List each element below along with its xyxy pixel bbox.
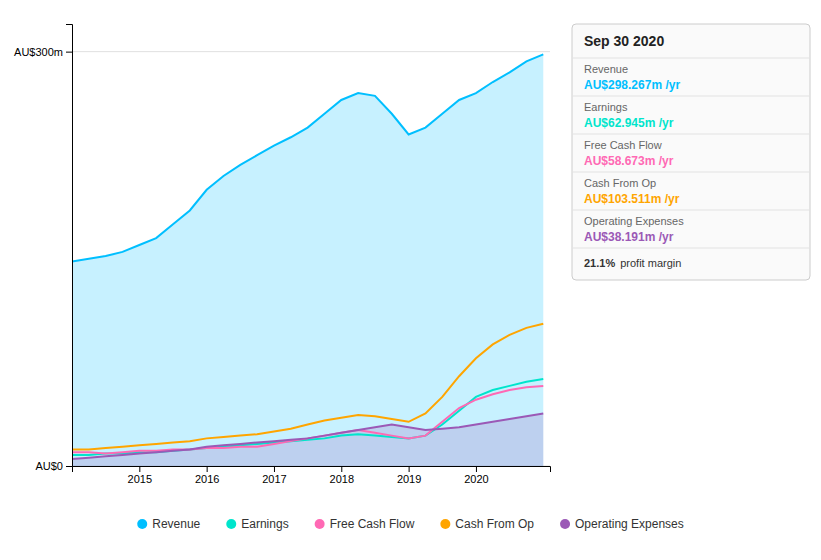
y-tick: AU$300m bbox=[14, 46, 72, 58]
legend-item: Cash From Op bbox=[440, 517, 534, 531]
legend-item: Free Cash Flow bbox=[315, 517, 415, 531]
title: Sep 30 2020 bbox=[584, 33, 664, 49]
x-tick-label: 2020 bbox=[464, 473, 488, 485]
y-axis: AU$0 AU$300m bbox=[14, 25, 72, 473]
line bbox=[72, 414, 543, 460]
info-separator bbox=[572, 210, 810, 211]
marks bbox=[72, 54, 543, 466]
info-label: Revenue bbox=[584, 63, 628, 75]
x-tick-label: 2018 bbox=[330, 473, 354, 485]
info-separator bbox=[572, 134, 810, 135]
legend-label: Revenue bbox=[152, 517, 200, 531]
x-tick-mark bbox=[207, 466, 208, 472]
info-value: AU$58.673m /yr bbox=[584, 154, 674, 168]
line bbox=[72, 54, 543, 261]
y-tick-label: AU$300m bbox=[14, 46, 63, 58]
legend-label: Cash From Op bbox=[455, 517, 534, 531]
x-tick-label: 2016 bbox=[195, 473, 219, 485]
info-separator bbox=[572, 96, 810, 97]
info-label: Earnings bbox=[584, 101, 628, 113]
x-tick: 2015 bbox=[128, 466, 152, 485]
chart-container: 2015 2016 2017 2018 2019 2020 AU$0 AU$300m Sep 3… bbox=[0, 0, 821, 560]
legend-label: Operating Expenses bbox=[575, 517, 684, 531]
info-value: AU$62.945m /yr bbox=[584, 116, 674, 130]
grid-line bbox=[72, 51, 550, 52]
grid bbox=[72, 52, 550, 466]
chart-svg: 2015 2016 2017 2018 2019 2020 AU$0 AU$300m Sep 3… bbox=[0, 0, 821, 560]
info-label: Free Cash Flow bbox=[584, 139, 662, 151]
info-value: AU$298.267m /yr bbox=[584, 78, 680, 92]
legend-swatch bbox=[226, 519, 236, 529]
info-note: 21.1% bbox=[584, 257, 615, 269]
x-tick-mark bbox=[139, 466, 140, 472]
y-tick-mark bbox=[66, 466, 72, 467]
legend-item: Revenue bbox=[137, 517, 200, 531]
info-box-frame bbox=[572, 24, 810, 280]
legend-swatch bbox=[560, 519, 570, 529]
info-separator bbox=[572, 58, 810, 59]
legend-swatch bbox=[315, 519, 325, 529]
info-note: profit margin bbox=[620, 257, 681, 269]
line bbox=[72, 386, 543, 454]
x-tick-mark bbox=[341, 466, 342, 472]
x-axis: 2015 2016 2017 2018 2019 2020 bbox=[73, 466, 551, 485]
x-tick: 2017 bbox=[262, 466, 286, 485]
legend-label: Free Cash Flow bbox=[330, 517, 415, 531]
y-axis-line bbox=[66, 25, 73, 467]
y-tick: AU$0 bbox=[35, 460, 72, 472]
y-tick-label: AU$0 bbox=[35, 460, 63, 472]
legend: Revenue Earnings Free Cash Flow Cash From O… bbox=[137, 517, 684, 531]
x-tick-mark bbox=[476, 466, 477, 472]
info-label: Cash From Op bbox=[584, 177, 656, 189]
info-label: Operating Expenses bbox=[584, 215, 684, 227]
legend-item: Earnings bbox=[226, 517, 288, 531]
x-tick-label: 2015 bbox=[128, 473, 152, 485]
x-tick: 2018 bbox=[330, 466, 354, 485]
info-box: Sep 30 2020 Revenue AU$298.267m /yr Earning… bbox=[572, 24, 810, 280]
line bbox=[72, 379, 543, 455]
area bbox=[72, 54, 543, 466]
info-separator bbox=[572, 248, 810, 249]
info-value: AU$103.511m /yr bbox=[584, 192, 680, 206]
legend-swatch bbox=[137, 519, 147, 529]
legend-label: Earnings bbox=[241, 517, 288, 531]
legend-item: Operating Expenses bbox=[560, 517, 684, 531]
x-axis-line bbox=[73, 467, 551, 473]
info-value: AU$38.191m /yr bbox=[584, 230, 674, 244]
y-tick-mark bbox=[66, 52, 72, 53]
line bbox=[72, 324, 543, 450]
x-tick: 2019 bbox=[397, 466, 421, 485]
legend-swatch bbox=[440, 519, 450, 529]
x-tick: 2020 bbox=[464, 466, 488, 485]
x-tick-label: 2019 bbox=[397, 473, 421, 485]
x-tick: 2016 bbox=[195, 466, 219, 485]
x-tick-label: 2017 bbox=[262, 473, 286, 485]
x-tick-mark bbox=[409, 466, 410, 472]
info-separator bbox=[572, 172, 810, 173]
x-tick-mark bbox=[274, 466, 275, 472]
